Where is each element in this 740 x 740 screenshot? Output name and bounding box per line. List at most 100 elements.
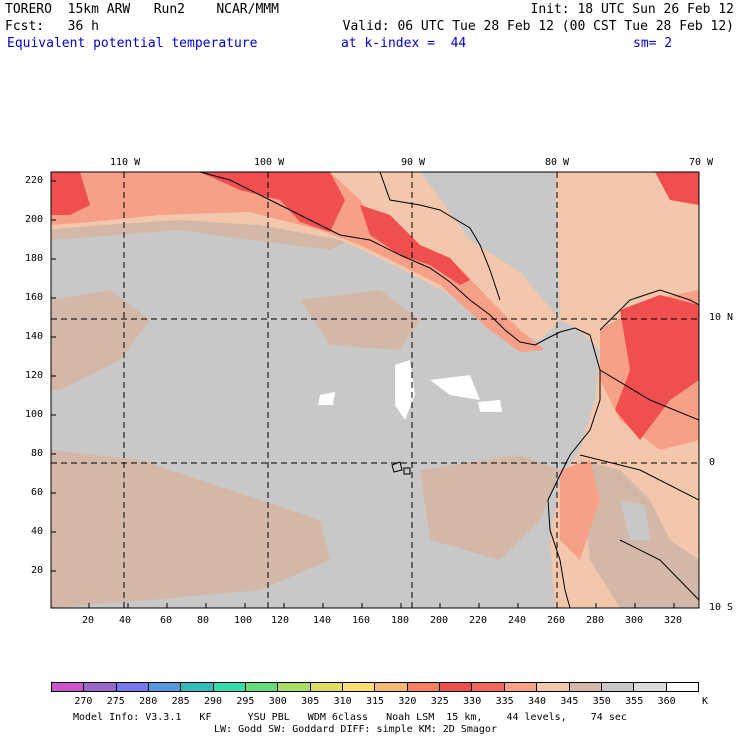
forecast-hour: Fcst: 36 h: [5, 19, 99, 34]
colorbar-segment: [375, 683, 408, 691]
white-spot-3: [318, 392, 335, 405]
colorbar-segment: [472, 683, 505, 691]
colorbar-label: 320: [398, 696, 417, 707]
lat-lon-grid: [51, 172, 699, 608]
colorbar-segment: [310, 683, 344, 691]
lon-label-100w: 100 W: [254, 157, 285, 168]
colorbar-segment: [52, 683, 85, 691]
axis-tick-marks: [51, 180, 675, 608]
bottom-tick-label: 220: [469, 615, 488, 626]
left-tick-label: 140: [25, 331, 44, 342]
lon-label-80w: 80 W: [545, 157, 570, 168]
colorbar-label: 340: [527, 696, 547, 707]
colorbar-segment: [149, 683, 182, 691]
init-time: Init: 18 UTC Sun 26 Feb 12: [530, 2, 735, 17]
colorbar-label: 315: [365, 696, 385, 707]
bottom-tick-label: 60: [160, 615, 173, 626]
colorbar-segment: [569, 683, 602, 691]
colorbar-label: 305: [301, 696, 320, 707]
bottom-tick-label: 180: [391, 615, 410, 626]
colorbar-segment: [407, 683, 441, 691]
colorbar-segment: [116, 683, 150, 691]
bottom-tick-label: 260: [547, 615, 566, 626]
tan-patch-east-ocean: [420, 455, 560, 560]
bottom-tick-label: 240: [508, 615, 527, 626]
bottom-tick-label: 100: [234, 615, 253, 626]
colorbar-segment: [537, 683, 570, 691]
colorbar-segment: [666, 683, 698, 691]
model-title: TORERO 15km ARW Run2 NCAR/MMM: [5, 2, 279, 17]
lat-label-equator: 0: [709, 457, 716, 468]
left-tick-label: 40: [31, 526, 44, 537]
colorbar-label: 345: [560, 696, 579, 707]
field-name: Equivalent potential temperature: [7, 36, 258, 51]
colorbar-segment: [278, 683, 311, 691]
colorbar-label: 310: [333, 696, 352, 707]
bottom-tick-label: 200: [430, 615, 449, 626]
coastline-gulf: [379, 172, 501, 301]
left-tick-label: 120: [25, 370, 44, 381]
colorbar-segment: [343, 683, 376, 691]
tan-patch-west: [51, 290, 150, 390]
gray-land-andes: [620, 500, 650, 540]
white-spot-1: [395, 360, 415, 420]
red-land-northeast: [655, 172, 699, 205]
bottom-tick-label: 80: [197, 615, 210, 626]
left-tick-label: 180: [25, 253, 44, 264]
salmon-land-southwest: [560, 460, 600, 560]
lon-label-90w: 90 W: [401, 157, 426, 168]
bottom-tick-label: 140: [313, 615, 332, 626]
colorbar-segment: [84, 683, 117, 691]
red-patch-guatemala: [360, 205, 470, 285]
valid-time: Valid: 06 UTC Tue 28 Feb 12 (00 CST Tue …: [342, 19, 734, 34]
colorbar-segment: [213, 683, 247, 691]
colorbar-label: 290: [203, 696, 223, 707]
bottom-tick-label: 40: [119, 615, 132, 626]
border-lines: [579, 369, 699, 601]
colorbar-label: 335: [495, 696, 514, 707]
left-tick-label: 100: [25, 409, 44, 420]
colorbar-label: 325: [430, 696, 449, 707]
red-land-venezuela: [615, 295, 699, 440]
colorbar-segment: [504, 683, 538, 691]
colorbar: [51, 682, 699, 692]
red-patch-mexico: [200, 172, 345, 232]
colorbar-unit: K: [701, 696, 709, 707]
colorbar-label: 360: [657, 696, 676, 707]
colorbar-segment: [246, 683, 279, 691]
bottom-tick-label: 160: [352, 615, 371, 626]
colorbar-label: 285: [171, 696, 190, 707]
left-tick-label: 60: [31, 487, 44, 498]
left-tick-label: 20: [31, 565, 44, 576]
map-area: [51, 172, 699, 608]
bottom-tick-label: 320: [664, 615, 683, 626]
colorbar-segment: [634, 683, 667, 691]
tan-patch-southwest: [51, 450, 330, 608]
lon-label-110w: 110 W: [110, 157, 141, 168]
coastline-central-america: [51, 172, 591, 346]
colorbar-label: 355: [625, 696, 644, 707]
colorbar-label: 275: [106, 696, 125, 707]
left-tick-label: 80: [31, 448, 44, 459]
tan-patch-center: [300, 290, 420, 350]
lat-label-10n: 10 N: [709, 312, 734, 323]
model-info: Model Info: V3.3.1 KF YSU PBL WDM 6class…: [73, 712, 627, 723]
colorbar-segment: [440, 683, 473, 691]
physics-info: LW: Godd SW: Goddard DIFF: simple KM: 2D…: [214, 724, 497, 735]
left-tick-label: 160: [25, 292, 44, 303]
map-frame: [50, 171, 700, 609]
bottom-tick-label: 20: [82, 615, 95, 626]
colorbar-label: 280: [139, 696, 158, 707]
colorbar-label: 330: [463, 696, 482, 707]
bottom-tick-label: 280: [586, 615, 605, 626]
left-tick-label: 200: [25, 214, 44, 225]
white-spot-2: [430, 375, 480, 400]
left-tick-label: 220: [25, 175, 44, 186]
red-coast-north: [51, 172, 90, 215]
lon-label-70w: 70 W: [689, 157, 714, 168]
colorbar-segment: [181, 683, 214, 691]
colorbar-segment: [601, 683, 635, 691]
colorbar-label: 350: [592, 696, 611, 707]
smoothing-label: sm= 2: [633, 36, 673, 51]
